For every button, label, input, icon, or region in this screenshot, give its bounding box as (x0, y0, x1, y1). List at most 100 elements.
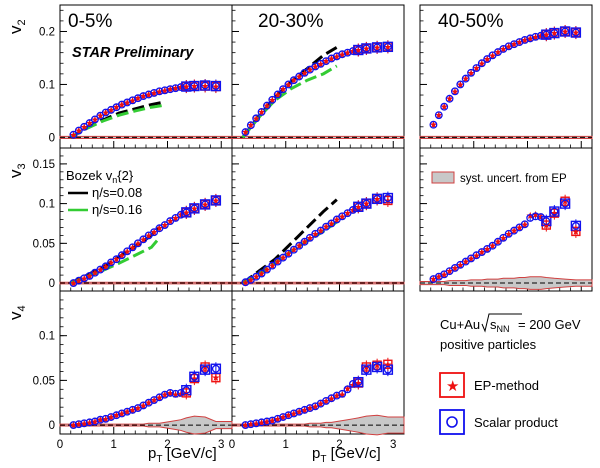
sp-point (520, 220, 529, 229)
ep-point: ★ (139, 401, 148, 412)
sqrt-sign (481, 313, 522, 333)
ep-point: ★ (316, 59, 325, 70)
ep-point: ★ (542, 30, 551, 41)
sp-point (273, 257, 282, 266)
ep-point: ★ (74, 276, 83, 287)
ep-point: ★ (101, 108, 110, 119)
sp-point (139, 92, 148, 101)
sp-point (123, 407, 132, 416)
sp-point (139, 235, 148, 244)
sp-point (117, 409, 126, 418)
x-tick-label-c1-3: 3 (390, 439, 396, 451)
ep-point: ★ (305, 233, 314, 244)
ep-point: ★ (252, 114, 261, 125)
ep-point: ★ (246, 275, 255, 286)
ep-point: ★ (284, 249, 293, 260)
ep-point: ★ (144, 398, 153, 409)
sp-syst-box (210, 80, 222, 92)
ep-point: ★ (305, 65, 314, 76)
sp-point (472, 64, 481, 72)
ep-point: ★ (246, 420, 255, 431)
ep-point: ★ (338, 390, 347, 401)
ep-point: ★ (182, 208, 191, 219)
sp-point (456, 80, 465, 89)
sp-point (483, 55, 492, 63)
ep-point: ★ (176, 389, 185, 400)
sp-point (493, 237, 502, 246)
sp-point (166, 388, 175, 397)
sp-point (257, 269, 266, 278)
ep-point: ★ (123, 407, 132, 418)
ep-point: ★ (561, 197, 570, 208)
ep-point: ★ (483, 244, 492, 255)
ep-point: ★ (429, 120, 438, 131)
ep-point: ★ (440, 270, 449, 281)
x-tick-label-c0-3: 3 (218, 439, 224, 451)
ep-point: ★ (150, 228, 159, 239)
ep-point: ★ (284, 411, 293, 422)
panel-title-40-50: 40-50% (438, 11, 504, 32)
ep-point: ★ (461, 257, 470, 268)
ylabel-v3: v3 (6, 163, 28, 178)
ep-point: ★ (542, 221, 551, 232)
sp-point (150, 88, 159, 97)
y-tick-label-r2-1: 0.05 (33, 375, 55, 387)
ep-point: ★ (85, 418, 94, 429)
sp-point (252, 419, 261, 428)
sp-point (90, 417, 99, 426)
ep-point: ★ (300, 237, 309, 248)
ylabel-v2: v2 (6, 19, 28, 34)
ep-point: ★ (327, 219, 336, 230)
ep-point: ★ (322, 57, 331, 68)
ep-point: ★ (571, 227, 580, 238)
ep-point: ★ (268, 416, 277, 427)
theory-legend-label-green: η/s=0.16 (92, 202, 142, 217)
sp-point (112, 411, 121, 420)
ep-point: ★ (456, 80, 465, 91)
sp-point (182, 386, 191, 395)
ep-point: ★ (112, 411, 121, 422)
ep-point: ★ (467, 254, 476, 265)
sp-point (526, 213, 535, 222)
sp-point (241, 421, 250, 430)
sp-point (133, 239, 142, 248)
ep-point: ★ (139, 92, 148, 103)
method-legend: ★ EP-method Scalar product (439, 372, 558, 435)
ep-point: ★ (85, 119, 94, 130)
ep-point: ★ (295, 407, 304, 418)
ep-point: ★ (520, 220, 529, 231)
ep-point: ★ (133, 94, 142, 105)
sp-point (69, 130, 78, 139)
x-tick-label-c0-1: 1 (111, 439, 117, 451)
sp-point (155, 87, 164, 96)
ep-point: ★ (171, 390, 180, 401)
ep-point: ★ (241, 421, 250, 432)
y-tick-label-r1-1: 0.05 (33, 238, 55, 250)
sp-syst-box (559, 26, 571, 37)
sp-point (101, 414, 110, 423)
sp-point (316, 226, 325, 235)
sp-point (80, 122, 89, 131)
ep-point: ★ (493, 237, 502, 248)
sp-point (257, 108, 266, 116)
panel-r0-c1: ★★★★★★★★★★★★★★★★★★★★★★ ★ ★ ★ (231, 40, 405, 139)
sp-point (477, 59, 486, 68)
ep-point: ★ (273, 257, 282, 268)
ep-point: ★ (257, 107, 266, 118)
ep-point: ★ (117, 251, 126, 262)
sp-point (279, 253, 288, 262)
sp-syst-box (559, 198, 571, 209)
energy-label: = 200 GeV (518, 317, 581, 332)
ep-point: ★ (133, 239, 142, 250)
sp-point (268, 261, 277, 270)
ep-point: ★ (354, 202, 363, 213)
sp-syst-box (382, 192, 394, 204)
sp-point (348, 47, 357, 56)
sqrt-s-label: sNN (490, 317, 510, 334)
ep-point: ★ (268, 95, 277, 106)
ep-point: ★ (373, 43, 382, 54)
sp-syst-box (549, 206, 560, 217)
sp-point (348, 380, 357, 388)
sp-syst-box (199, 199, 211, 210)
